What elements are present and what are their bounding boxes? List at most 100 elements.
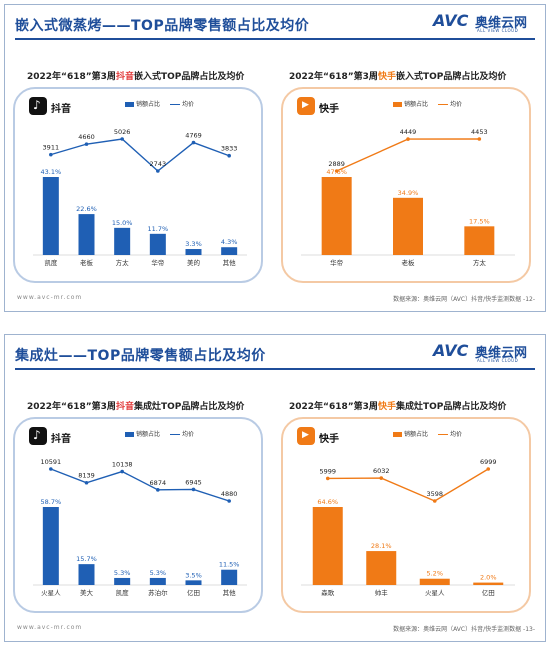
avg-price-label: 5026 (114, 128, 131, 136)
avg-price-label: 8139 (78, 472, 95, 480)
douyin-chart-panel: 抖音 销额占比 均价 43.1% 凯度 22.6% 老板 15.0% 方太 11.7% 华帝 3… (13, 87, 263, 283)
bar-1 (78, 564, 95, 585)
x-tick-label: 帅丰 (375, 588, 389, 597)
legend-bar-swatch (393, 432, 402, 437)
legend-line-label: 均价 (181, 431, 194, 438)
x-tick-label: 方太 (473, 258, 487, 267)
bar-2 (419, 578, 450, 585)
legend-line-swatch (437, 103, 448, 106)
avg-price-label: 3598 (426, 490, 443, 498)
avg-price-line (50, 468, 230, 502)
footer-source: 数据来源：奥维云网（AVC）抖音/快手监测数据 -13- (393, 626, 535, 633)
douyin-embedded-chart: 43.1% 凯度 22.6% 老板 15.0% 方太 11.7% 华帝 3.3% 美的 4.3% 其他… (33, 128, 247, 267)
avg-price-point (156, 169, 160, 173)
bar-value-label: 3.5% (185, 571, 202, 579)
legend-bar-swatch (125, 432, 134, 437)
kuaishou-label: 快手 (319, 434, 339, 445)
bar-value-label: 5.3% (114, 569, 131, 577)
bar-3 (149, 577, 166, 585)
bar-value-label: 2.0% (480, 574, 497, 582)
avg-price-label: 2889 (328, 160, 345, 168)
bar-value-label: 5.3% (150, 569, 167, 577)
avg-price-label: 4880 (221, 490, 238, 498)
avc-logo: AVC 奥维云网 ALL VIEW CLOUD (433, 11, 533, 35)
avg-price-point (156, 488, 160, 492)
avg-price-point (120, 469, 124, 474)
bar-0 (312, 507, 343, 585)
legend-line-swatch (437, 433, 448, 436)
x-tick-label: 美的 (187, 258, 201, 267)
x-tick-label: 老板 (80, 258, 94, 267)
avg-price-line (336, 138, 480, 172)
legend-line-label: 均价 (449, 431, 462, 438)
bar-value-label: 28.1% (371, 542, 392, 550)
legend-line-label: 均价 (449, 101, 462, 108)
bar-0 (321, 177, 352, 255)
legend-bar-label: 销额占比 (404, 431, 429, 438)
bar-value-label: 11.7% (148, 225, 169, 233)
avc-logo: AVC 奥维云网 ALL VIEW CLOUD (433, 341, 533, 365)
avg-price-point (49, 467, 53, 471)
avg-price-label: 4660 (78, 133, 95, 141)
avg-price-label: 4449 (400, 128, 417, 136)
douyin-icon (29, 97, 47, 115)
slide-title: 嵌入式微蒸烤——TOP品牌零售额占比及均价 (15, 18, 310, 34)
page-number: -12- (523, 296, 535, 303)
avg-price-point (191, 140, 196, 145)
logo-cn-text: 奥维云网 (475, 16, 528, 31)
bar-value-label: 17.5% (469, 217, 490, 225)
header-divider (15, 368, 535, 370)
x-tick-label: 亿田 (482, 588, 495, 597)
legend-line-label: 均价 (181, 101, 194, 108)
bar-value-label: 15.7% (76, 555, 97, 563)
kuaishou-icon (297, 97, 315, 115)
logo-text: AVC (433, 11, 469, 30)
bar-1 (366, 551, 397, 585)
logo-sub-text: ALL VIEW CLOUD (477, 28, 519, 33)
header-divider (15, 38, 535, 40)
bar-2 (114, 577, 131, 585)
footer-url: www.avc-mr.com (17, 624, 83, 631)
x-tick-label: 亿田 (187, 588, 200, 597)
avg-price-point (227, 153, 231, 158)
avg-price-label: 2743 (150, 160, 167, 168)
bar-4 (185, 580, 202, 585)
kuaishou-label: 快手 (319, 104, 339, 115)
x-tick-label: 苏泊尔 (148, 588, 168, 597)
bar-5 (221, 247, 238, 255)
bar-value-label: 34.9% (398, 189, 419, 197)
chart-legend: 销额占比 均价 (393, 429, 462, 438)
kuaishou-chart-panel: 快手 销额占比 均价 64.6% 森歌 28.1% 帅丰 5.2% 火星人 2.0% 亿田 59… (281, 417, 531, 613)
avg-price-point (84, 480, 89, 485)
x-tick-label: 美大 (80, 588, 94, 597)
bar-1 (393, 197, 423, 255)
slide-embedded-steam-oven: 嵌入式微蒸烤——TOP品牌零售额占比及均价 AVC 奥维云网 ALL VIEW … (4, 4, 546, 312)
legend-bar-label: 销额占比 (404, 101, 429, 108)
bar-3 (149, 233, 166, 255)
footer-source: 数据来源：奥维云网（AVC）抖音/快手监测数据 -12- (393, 296, 535, 303)
chart-subtitle-kuaishou: 2022年“618”第3周快手集成灶TOP品牌占比及均价 (289, 402, 507, 412)
bar-5 (221, 569, 238, 585)
avg-price-label: 4453 (471, 128, 488, 136)
douyin-label: 抖音 (51, 434, 71, 445)
avg-price-point (477, 137, 482, 141)
chart-legend: 销额占比 均价 (125, 429, 194, 438)
x-tick-label: 其他 (223, 588, 237, 597)
avg-price-label: 6874 (150, 479, 167, 487)
douyin-label: 抖音 (51, 104, 71, 115)
footer-url: www.avc-mr.com (17, 294, 83, 301)
slide-title: 集成灶——TOP品牌零售额占比及均价 (15, 348, 266, 364)
legend-bar-swatch (393, 102, 402, 107)
logo-sub-text: ALL VIEW CLOUD (477, 358, 519, 363)
bar-3 (473, 582, 504, 585)
bar-2 (114, 227, 131, 255)
avg-price-point (49, 152, 53, 157)
avg-price-line (327, 468, 489, 502)
bar-value-label: 43.1% (41, 168, 62, 176)
bar-0 (42, 177, 59, 255)
chart-legend: 销额占比 均价 (125, 99, 194, 108)
bar-value-label: 58.7% (41, 498, 62, 506)
legend-line-swatch (169, 103, 180, 106)
kuaishou-stove-chart: 64.6% 森歌 28.1% 帅丰 5.2% 火星人 2.0% 亿田 5999 6032 3598 6… (301, 458, 515, 597)
bar-value-label: 15.0% (112, 219, 133, 227)
